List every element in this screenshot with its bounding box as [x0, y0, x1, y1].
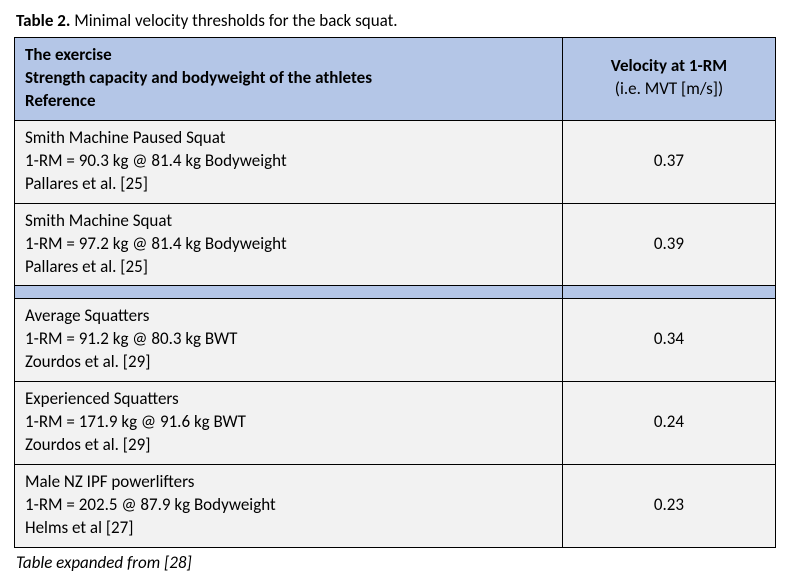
table-row: Male NZ IPF powerlifters 1-RM = 202.5 @ … [15, 465, 776, 548]
row-value: 0.39 [562, 203, 775, 286]
row-l3: Zourdos et al. [29] [25, 434, 552, 457]
table-row: Smith Machine Paused Squat 1-RM = 90.3 k… [15, 120, 776, 203]
table-row: Smith Machine Squat 1-RM = 97.2 kg @ 81.… [15, 203, 776, 286]
row-l1: Smith Machine Paused Squat [25, 127, 552, 150]
header-row: The exercise Strength capacity and bodyw… [15, 38, 776, 121]
row-desc: Male NZ IPF powerlifters 1-RM = 202.5 @ … [15, 465, 563, 548]
row-value: 0.37 [562, 120, 775, 203]
spacer-cell [562, 286, 775, 299]
table-footnote: Table expanded from [28] [16, 552, 776, 573]
header-left: The exercise Strength capacity and bodyw… [15, 38, 563, 121]
header-left-line3: Reference [25, 90, 552, 113]
row-l3: Pallares et al. [25] [25, 173, 552, 196]
row-l3: Zourdos et al. [29] [25, 351, 552, 374]
row-l2: 1-RM = 202.5 @ 87.9 kg Bodyweight [25, 494, 552, 517]
header-right: Velocity at 1-RM (i.e. MVT [m/s]) [562, 38, 775, 121]
row-l2: 1-RM = 90.3 kg @ 81.4 kg Bodyweight [25, 150, 552, 173]
mvt-table: The exercise Strength capacity and bodyw… [14, 37, 776, 548]
row-l1: Smith Machine Squat [25, 210, 552, 233]
header-right-bold: Velocity at 1-RM [573, 55, 765, 78]
row-l1: Average Squatters [25, 305, 552, 328]
row-l2: 1-RM = 171.9 kg @ 91.6 kg BWT [25, 411, 552, 434]
header-right-sub: (i.e. MVT [m/s]) [573, 78, 765, 101]
row-value: 0.34 [562, 299, 775, 382]
row-l1: Male NZ IPF powerlifters [25, 471, 552, 494]
caption-rest: Minimal velocity thresholds for the back… [70, 10, 397, 31]
header-left-line2: Strength capacity and bodyweight of the … [25, 67, 552, 90]
spacer-row [15, 286, 776, 299]
spacer-cell [15, 286, 563, 299]
caption-bold: Table 2. [16, 10, 70, 31]
row-l3: Helms et al [27] [25, 517, 552, 540]
row-value: 0.23 [562, 465, 775, 548]
row-l2: 1-RM = 97.2 kg @ 81.4 kg Bodyweight [25, 233, 552, 256]
table-caption: Table 2. Minimal velocity thresholds for… [16, 10, 776, 31]
row-desc: Average Squatters 1-RM = 91.2 kg @ 80.3 … [15, 299, 563, 382]
row-desc: Experienced Squatters 1-RM = 171.9 kg @ … [15, 382, 563, 465]
table-row: Average Squatters 1-RM = 91.2 kg @ 80.3 … [15, 299, 776, 382]
row-desc: Smith Machine Squat 1-RM = 97.2 kg @ 81.… [15, 203, 563, 286]
table-row: Experienced Squatters 1-RM = 171.9 kg @ … [15, 382, 776, 465]
row-l3: Pallares et al. [25] [25, 256, 552, 279]
row-desc: Smith Machine Paused Squat 1-RM = 90.3 k… [15, 120, 563, 203]
row-value: 0.24 [562, 382, 775, 465]
row-l2: 1-RM = 91.2 kg @ 80.3 kg BWT [25, 328, 552, 351]
row-l1: Experienced Squatters [25, 388, 552, 411]
header-left-line1: The exercise [25, 44, 552, 67]
